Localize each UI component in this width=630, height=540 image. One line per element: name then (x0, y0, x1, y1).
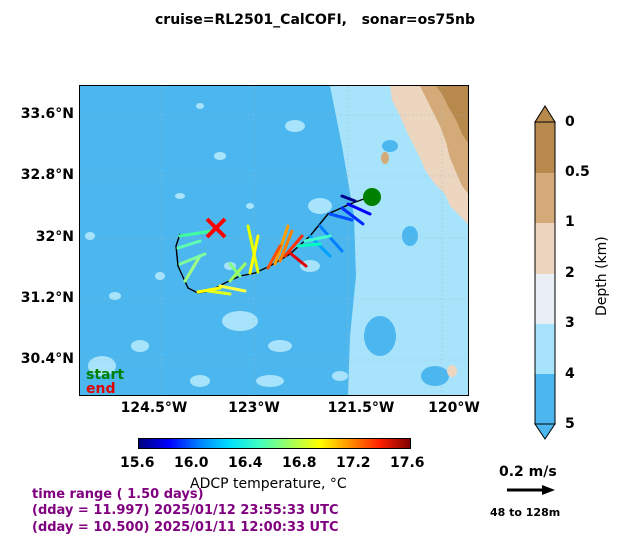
lon-tick-label: 123°W (228, 400, 280, 416)
island (381, 152, 389, 164)
end-marker (205, 217, 227, 239)
graticule (80, 86, 468, 395)
ship-track (175, 195, 373, 294)
depth-band (535, 223, 555, 274)
reference-arrow-icon (507, 485, 555, 495)
map-canvas (80, 86, 468, 395)
depth-band (535, 374, 555, 424)
end-time-text: (dday = 11.997) 2025/01/12 23:55:33 UTC (32, 503, 339, 518)
lat-tick-label: 32.8°N (20, 167, 74, 183)
lat-tick-label: 33.6°N (20, 106, 74, 122)
temp-tick-label: 17.6 (390, 455, 425, 471)
map-panel: start end (79, 85, 469, 396)
time-range-text: time range ( 1.50 days) (32, 487, 204, 502)
depth-tick-label: 5 (565, 416, 575, 432)
temp-tick-label: 16.8 (282, 455, 317, 471)
temperature-colorbar-label: ADCP temperature, °C (190, 476, 347, 492)
depth-band (535, 324, 555, 374)
island (447, 365, 457, 377)
current-vectors (176, 194, 372, 296)
temp-tick-label: 16.4 (228, 455, 263, 471)
temp-tick-label: 17.2 (336, 455, 371, 471)
depth-colorbar-label: Depth (km) (594, 236, 610, 316)
lat-tick-label: 31.2°N (20, 290, 74, 306)
temperature-colorbar (138, 438, 411, 449)
depth-tick-label: 1 (565, 214, 575, 230)
seamount-patches (85, 103, 348, 387)
lat-tick-label: 32°N (35, 229, 74, 245)
reference-speed-label: 0.2 m/s (499, 464, 557, 480)
start-marker (363, 188, 381, 206)
land-mountains (436, 86, 468, 143)
lon-tick-label: 124.5°W (120, 400, 188, 416)
legend-start-label: start (86, 367, 125, 383)
reference-depth-label: 48 to 128m (490, 506, 561, 519)
depth-colorbar-extend-bottom (534, 423, 556, 440)
lon-tick-label: 121.5°W (327, 400, 395, 416)
start-time-text: (dday = 10.500) 2025/01/11 12:00:33 UTC (32, 520, 339, 535)
lat-tick-label: 30.4°N (20, 351, 74, 367)
temp-tick-label: 15.6 (120, 455, 155, 471)
depth-colorbar (534, 105, 556, 440)
depth-tick-label: 3 (565, 315, 575, 331)
temp-tick-label: 16.0 (174, 455, 209, 471)
depth-band (535, 122, 555, 173)
lon-tick-label: 120°W (428, 400, 480, 416)
depth-band (535, 173, 555, 223)
depth-tick-label: 2 (565, 265, 575, 281)
depth-tick-label: 0.5 (565, 164, 590, 180)
depth-colorbar-extend-top (534, 105, 556, 123)
figure-title: cruise=RL2501_CalCOFI, sonar=os75nb (154, 12, 476, 28)
depth-tick-label: 0 (565, 114, 575, 130)
legend-end-label: end (86, 381, 116, 396)
depth-tick-label: 4 (565, 366, 575, 382)
depth-band (535, 274, 555, 324)
